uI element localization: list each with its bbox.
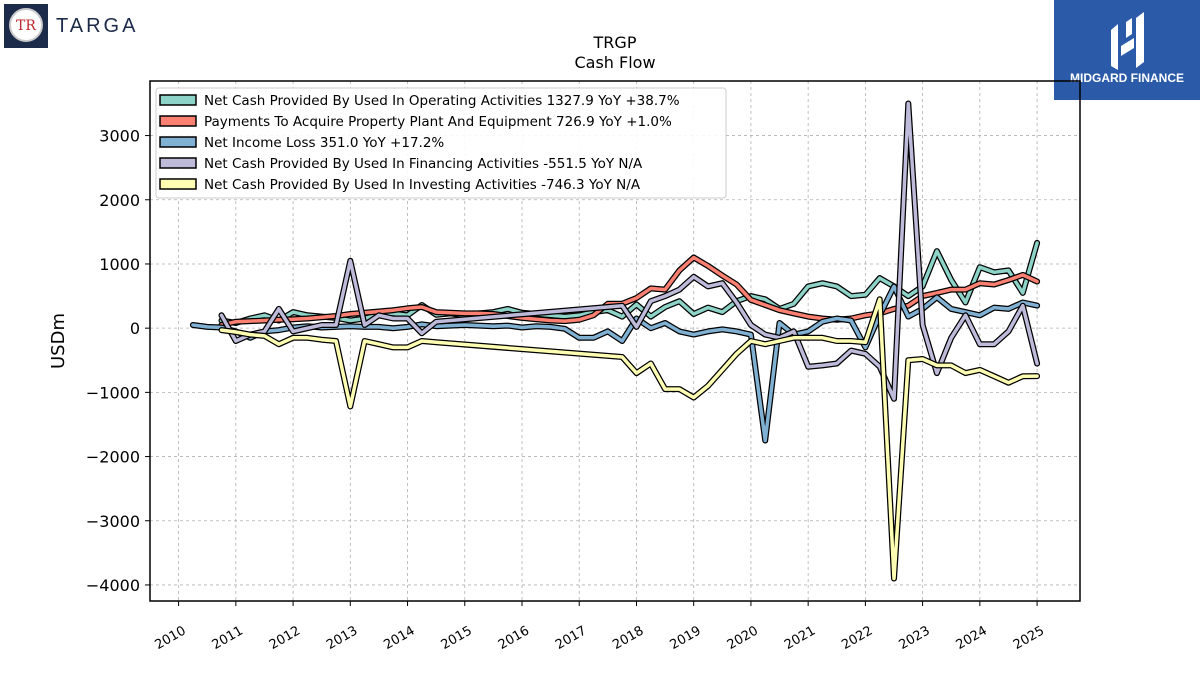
midgard-finance-logo: MIDGARD FINANCE (1054, 0, 1200, 100)
x-tick-label: 2010 (152, 623, 188, 653)
legend-entry: Net Cash Provided By Used In Investing A… (204, 177, 641, 193)
x-tick-label: 2023 (896, 623, 932, 653)
x-tick-label: 2013 (324, 623, 360, 653)
plot-frame (149, 80, 1081, 602)
chart-title: TRGP (593, 33, 637, 52)
y-tick-label: −4000 (86, 576, 140, 595)
targa-emblem-circle (9, 8, 43, 42)
series-line-4 (219, 297, 1039, 581)
y-tick-label: −1000 (86, 383, 140, 402)
y-tick-label: 2000 (99, 191, 140, 210)
x-tick-label: 2025 (1011, 623, 1047, 653)
y-tick-label: −3000 (86, 512, 140, 531)
y-axis-label: USDm (48, 313, 69, 369)
x-tick-label: 2016 (496, 623, 532, 653)
legend-swatch (159, 136, 197, 148)
legend-swatch (159, 94, 197, 106)
x-tick-label: 2012 (267, 623, 303, 653)
y-tick-label: 1000 (99, 255, 140, 274)
series-lines (189, 100, 1041, 582)
x-tick-label: 2014 (381, 623, 417, 653)
y-tick-label: −2000 (86, 448, 140, 467)
midgard-logo-graphic: MIDGARD FINANCE (1070, 12, 1184, 85)
legend-entry: Net Cash Provided By Used In Financing A… (204, 156, 643, 172)
series-line-3 (219, 101, 1039, 401)
midgard-wordmark: MIDGARD FINANCE (1070, 71, 1184, 85)
axes: −4000 −3000 −2000 −1000 0 1000 2000 3000 2010 201… (86, 127, 1047, 653)
x-tick-label: 2019 (668, 623, 704, 653)
x-tick-label: 2018 (610, 623, 646, 653)
midgard-emblem-icon (1111, 12, 1144, 70)
x-tick-label: 2017 (553, 623, 589, 653)
x-tick-label: 2015 (439, 623, 475, 653)
targa-logo: TR TARGA (4, 4, 204, 48)
x-tick-label: 2021 (782, 623, 818, 653)
legend-entry: Net Income Loss 351.0 YoY +17.2% (204, 135, 444, 151)
legend-swatch (159, 157, 197, 169)
legend-swatch (159, 115, 197, 127)
x-tick-label: 2024 (954, 623, 990, 653)
chart-subtitle: Cash Flow (574, 53, 656, 72)
x-tick-label: 2020 (725, 623, 761, 653)
targa-wordmark: TARGA (56, 15, 138, 37)
x-tick-label: 2022 (839, 623, 875, 653)
targa-monogram: TR (16, 18, 36, 34)
targa-logo-graphic: TR TARGA (4, 4, 138, 48)
legend-entry: Net Cash Provided By Used In Operating A… (204, 93, 680, 109)
series-outline-4 (218, 296, 1041, 582)
y-tick-label: 0 (130, 319, 140, 338)
legend-box (155, 87, 727, 199)
legend-entry: Payments To Acquire Property Plant And E… (204, 114, 672, 130)
legend-swatch (159, 178, 197, 190)
legend: Net Cash Provided By Used In Operating A… (155, 87, 727, 199)
y-tick-label: 3000 (99, 127, 140, 146)
x-tick-label: 2011 (210, 623, 246, 653)
